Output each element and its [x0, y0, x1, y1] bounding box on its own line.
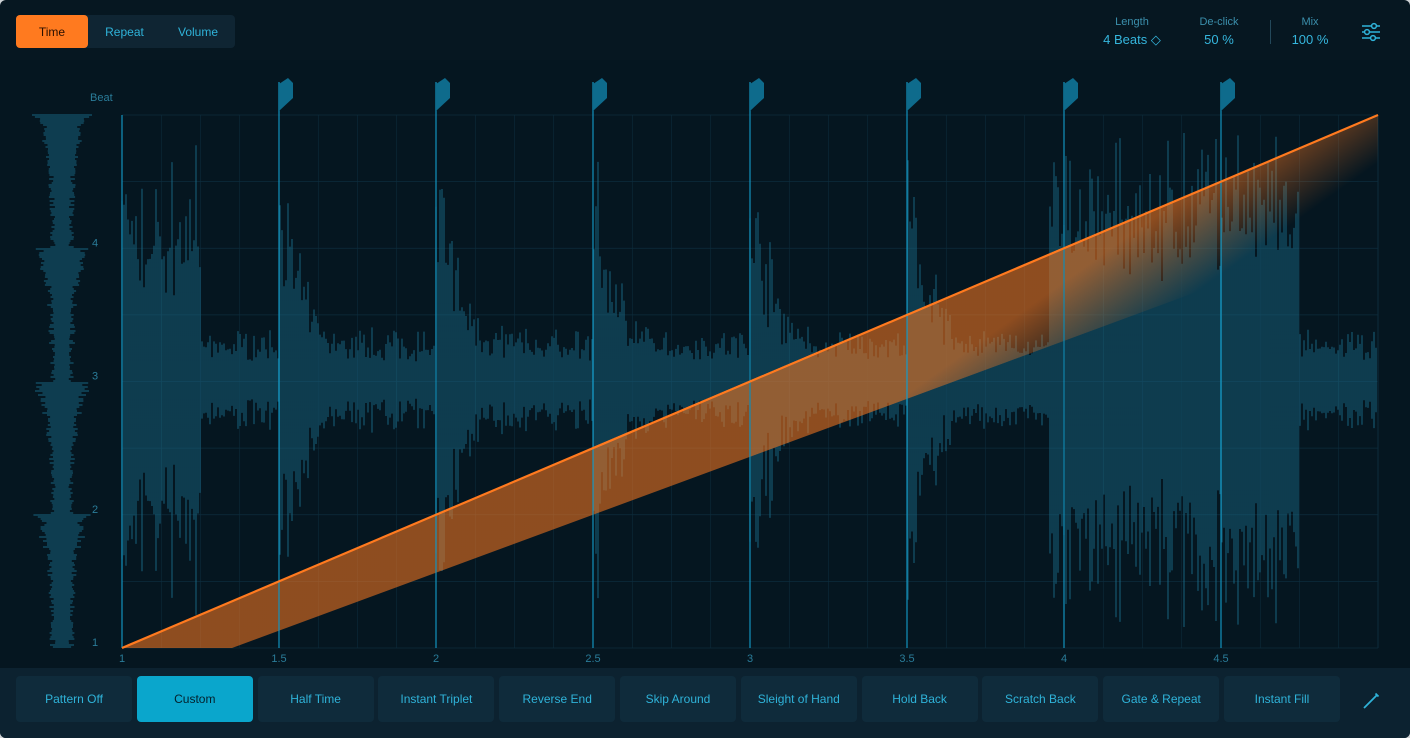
slice-marker[interactable] — [435, 78, 450, 648]
slice-marker[interactable] — [278, 78, 293, 648]
preset-gate-repeat-button[interactable]: Gate & Repeat — [1103, 676, 1220, 722]
declick-value[interactable]: 50 % — [1204, 32, 1234, 47]
slice-marker[interactable] — [592, 78, 607, 648]
preset-pattern-off-button[interactable]: Pattern Off — [16, 676, 132, 722]
x-tick-label: 2 — [433, 653, 439, 665]
x-tick-label: 3 — [747, 653, 753, 665]
mode-volume-button[interactable]: Volume — [177, 24, 219, 39]
x-tick-label: 3.5 — [899, 653, 914, 665]
sliders-icon[interactable] — [1360, 22, 1382, 42]
x-tick-label: 1 — [119, 653, 125, 665]
slice-marker[interactable] — [1220, 78, 1235, 648]
y-tick-label: 2 — [92, 504, 98, 516]
preset-instant-fill-button[interactable]: Instant Fill — [1224, 676, 1340, 722]
preset-hold-back-button[interactable]: Hold Back — [861, 676, 978, 722]
y-axis-ticks: 1 2 3 4 — [92, 237, 98, 649]
y-axis-label: Beat — [90, 92, 113, 104]
mode-time-button[interactable]: Time — [16, 15, 88, 48]
preset-skip-around-button[interactable]: Skip Around — [620, 676, 736, 722]
length-value[interactable]: 4 Beats ◇ — [1103, 32, 1161, 47]
pencil-icon[interactable] — [1360, 690, 1382, 712]
declick-label: De-click — [1199, 16, 1239, 28]
x-tick-label: 1.5 — [271, 653, 286, 665]
graph-background — [0, 60, 1410, 668]
header-divider — [1270, 20, 1271, 44]
preset-reverse-end-button[interactable]: Reverse End — [499, 676, 616, 722]
preset-instant-triplet-button[interactable]: Instant Triplet — [378, 676, 495, 722]
time-curve-line[interactable] — [121, 113, 1379, 650]
mix-value[interactable]: 100 % — [1291, 32, 1329, 47]
length-label: Length — [1115, 16, 1149, 28]
y-tick-label: 4 — [92, 237, 98, 249]
x-tick-label: 4.5 — [1213, 653, 1228, 665]
mix-control[interactable]: Mix 100 % — [1282, 16, 1338, 47]
preset-bar: Pattern Off Custom Half Time Instant Triple… — [0, 668, 1410, 738]
slice-marker[interactable] — [906, 78, 921, 648]
x-axis-ticks: 1 1.5 2 2.5 3 3.5 4 4.5 — [119, 653, 1229, 665]
preset-custom-button[interactable]: Custom — [136, 676, 253, 722]
length-control[interactable]: Length 4 Beats ◇ — [1092, 16, 1172, 48]
overview-waveform — [32, 114, 92, 648]
slice-marker[interactable] — [1063, 78, 1078, 648]
mode-repeat-button[interactable]: Repeat — [105, 24, 144, 39]
x-tick-label: 4 — [1061, 653, 1067, 665]
mix-label: Mix — [1301, 16, 1319, 28]
time-graph[interactable]: Beat 1 2 3 4 1 1.5 2 2.5 3 3.5 4 4.5 — [0, 0, 1410, 668]
mode-selector: Time Repeat Volume — [16, 15, 235, 48]
preset-sleight-of-hand-button[interactable]: Sleight of Hand — [740, 676, 857, 722]
preset-scratch-back-button[interactable]: Scratch Back — [982, 676, 1099, 722]
preset-half-time-button[interactable]: Half Time — [257, 676, 374, 722]
x-tick-label: 2.5 — [585, 653, 600, 665]
slice-markers[interactable] — [121, 78, 1235, 648]
time-curve[interactable] — [121, 113, 1379, 650]
y-tick-label: 3 — [92, 371, 98, 383]
declick-control[interactable]: De-click 50 % — [1188, 16, 1250, 47]
y-tick-label: 1 — [92, 637, 98, 649]
slice-marker[interactable] — [749, 78, 764, 648]
